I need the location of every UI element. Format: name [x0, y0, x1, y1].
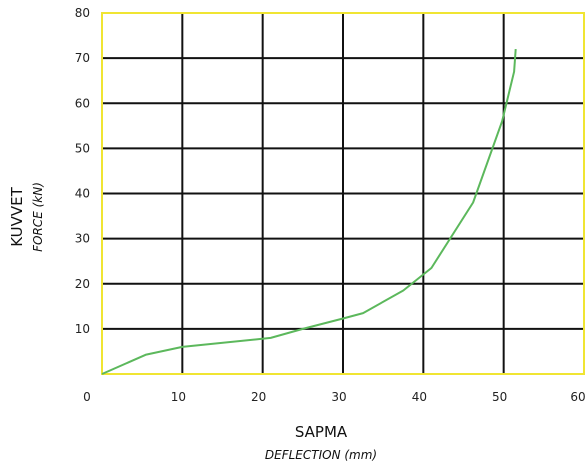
x-tick-label: 20: [251, 390, 266, 404]
x-axis-title: SAPMA: [295, 423, 348, 441]
series-line: [101, 49, 517, 375]
x-tick-label: 10: [171, 390, 186, 404]
y-tick-label: 50: [75, 141, 90, 155]
y-tick-label: 70: [75, 51, 90, 65]
x-tick-label: 30: [331, 390, 346, 404]
x-tick-label: 50: [492, 390, 507, 404]
x-tick-label: 0: [83, 390, 91, 404]
y-tick-label: 30: [75, 232, 90, 246]
plot-frame: [101, 12, 585, 375]
y-tick-label: 20: [75, 277, 90, 291]
y-tick-label: 60: [75, 96, 90, 110]
y-tick-label: 80: [75, 6, 90, 20]
y-axis-ticks: 10 20 30 40 50 60 70 80: [75, 6, 90, 336]
x-tick-label: 40: [412, 390, 427, 404]
y-tick-label: 40: [75, 187, 90, 201]
y-axis-title: KUVVET: [8, 186, 26, 246]
y-axis-subtitle: FORCE (kN): [31, 182, 45, 252]
x-axis-subtitle: DEFLECTION (mm): [265, 448, 377, 462]
series-group: [101, 49, 517, 375]
x-axis-ticks: 0 10 20 30 40 50 60: [83, 390, 585, 404]
y-tick-label: 10: [75, 322, 90, 336]
x-tick-label: 60: [570, 390, 585, 404]
grid-lines: [102, 13, 584, 374]
